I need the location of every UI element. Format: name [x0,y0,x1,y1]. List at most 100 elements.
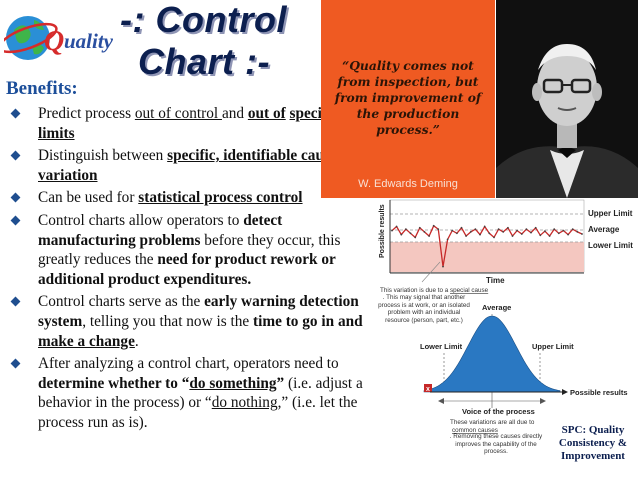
series-point [497,228,500,231]
quote-box [321,0,495,198]
benefit-item: Can be used for statistical process cont… [8,188,380,208]
series-point [418,226,421,229]
upper-limit-label: Upper Limit [588,209,633,218]
benefit-item: Distinguish between specific, identifiab… [8,146,380,185]
series-point [581,233,583,235]
series-point [576,231,579,233]
series-point [507,226,509,229]
bullet-diamond-icon [10,150,21,161]
special-cause-note-prefix: This variation is due to a [380,287,450,294]
bullet-diamond-icon [10,215,21,226]
benefit-text-run: determine whether to “ [38,374,190,392]
series-point [571,228,574,231]
series-point [437,228,440,231]
curve-upper-label: Upper Limit [532,342,574,351]
series-point [493,236,495,239]
series-point [548,235,551,237]
spc-label: SPC: Quality Consistency & Improvement [558,424,628,462]
series-point [423,231,426,233]
benefit-text-run: and [221,105,248,122]
svg-text:This variation is due to a spe: This variation is due to a special cause [380,287,489,294]
title-line-1: -: Control [120,0,287,40]
title-line-2: Chart :- [138,41,270,82]
benefit-text-run: Predict process [38,105,135,122]
voice-note-rest: . Removing these causes directly improve… [449,433,543,456]
series-point [483,225,486,228]
benefit-text-run: . [134,332,139,350]
benefit-text-run: time to go in and [253,312,363,330]
benefit-item: After analyzing a control chart, operato… [8,354,380,432]
series-point [520,233,523,235]
bullet-diamond-icon [10,296,21,307]
benefit-text-run: out of [247,105,286,122]
series-point [446,238,449,241]
benefit-text-run: statistical process control [138,189,303,207]
outlier-marker: x [426,386,430,393]
benefit-text-run: need for product rework or additional pr… [38,251,336,288]
x-axis-label: Time [486,276,505,285]
series-point [442,265,444,268]
benefit-text-run: ,” (i.e. let the process run as is). [38,394,358,431]
benefit-text-run: do something [189,374,277,392]
bullet-diamond-icon [10,358,21,369]
svg-text:common causes: common causes [452,427,498,434]
series-point [562,229,565,232]
svg-text:Q: Q [44,26,64,57]
svg-text:These variations are all due t: These variations are all due to [450,419,535,426]
voice-title: Voice of the process [462,407,535,416]
series-point [539,234,542,237]
series-point [511,235,514,237]
average-label: Average [588,225,620,234]
series-point [469,231,472,233]
benefit-item: Control charts serve as the early warnin… [8,292,380,351]
voice-note-prefix: These variations are all due to [450,419,535,426]
series-point [530,231,532,234]
series-point [395,225,398,228]
benefit-text-run: Distinguish between [38,147,168,165]
quality-logo: Q uality [0,6,128,70]
benefit-text-run: Control charts allow operators to [38,211,244,229]
benefit-text-run: before they occur, this greatly reduces … [38,231,341,269]
series-point [544,230,546,233]
common-causes-link: common causes [452,427,498,434]
y-axis-label: Possible results [379,204,386,258]
series-point [474,228,477,231]
series-point [525,228,528,231]
deming-photo [496,0,638,198]
series-point [456,232,458,235]
control-chart-diagram: Upper Limit Average Lower Limit Possible… [372,198,638,478]
special-cause-link: special cause [450,287,489,294]
benefit-text-run: ” [276,374,285,392]
series-point [391,229,393,232]
series-point [409,232,412,235]
lower-limit-label: Lower Limit [588,241,633,250]
series-point [400,233,403,236]
series-point [479,233,481,236]
series-point [451,229,454,232]
bullet-diamond-icon [10,192,21,203]
logo-text: uality [64,29,114,53]
series-point [460,226,463,229]
benefit-text-run: After analyzing a control chart, operato… [38,355,339,373]
bullet-diamond-icon [10,108,21,119]
series-point [557,232,560,235]
special-cause-note-rest: . This may signal that another process i… [378,294,470,324]
benefits-list: Predict process out of control and out o… [8,104,380,436]
series-point [488,232,491,235]
benefit-text-run: make a change [38,332,135,350]
series-point [428,235,430,237]
benefit-text-run: Control charts serve as the [38,293,205,311]
curve-lower-label: Lower Limit [420,342,463,351]
benefit-text-run: specific, identifiable causes of variati… [38,147,360,184]
benefit-item: Control charts allow operators to detect… [8,211,380,289]
possible-results-label: Possible results [570,388,628,397]
benefit-text-run: out of control [134,105,222,122]
series-point [414,236,417,239]
benefit-text-run: early warning detection system [38,293,359,330]
quote-text: “Quality comes not from inspection, but … [334,58,482,137]
series-point [567,233,569,236]
benefits-heading: Benefits: [6,78,78,99]
benefit-text-run: , telling you that now is the [82,312,253,330]
series-point [534,226,537,229]
series-point [405,228,407,231]
